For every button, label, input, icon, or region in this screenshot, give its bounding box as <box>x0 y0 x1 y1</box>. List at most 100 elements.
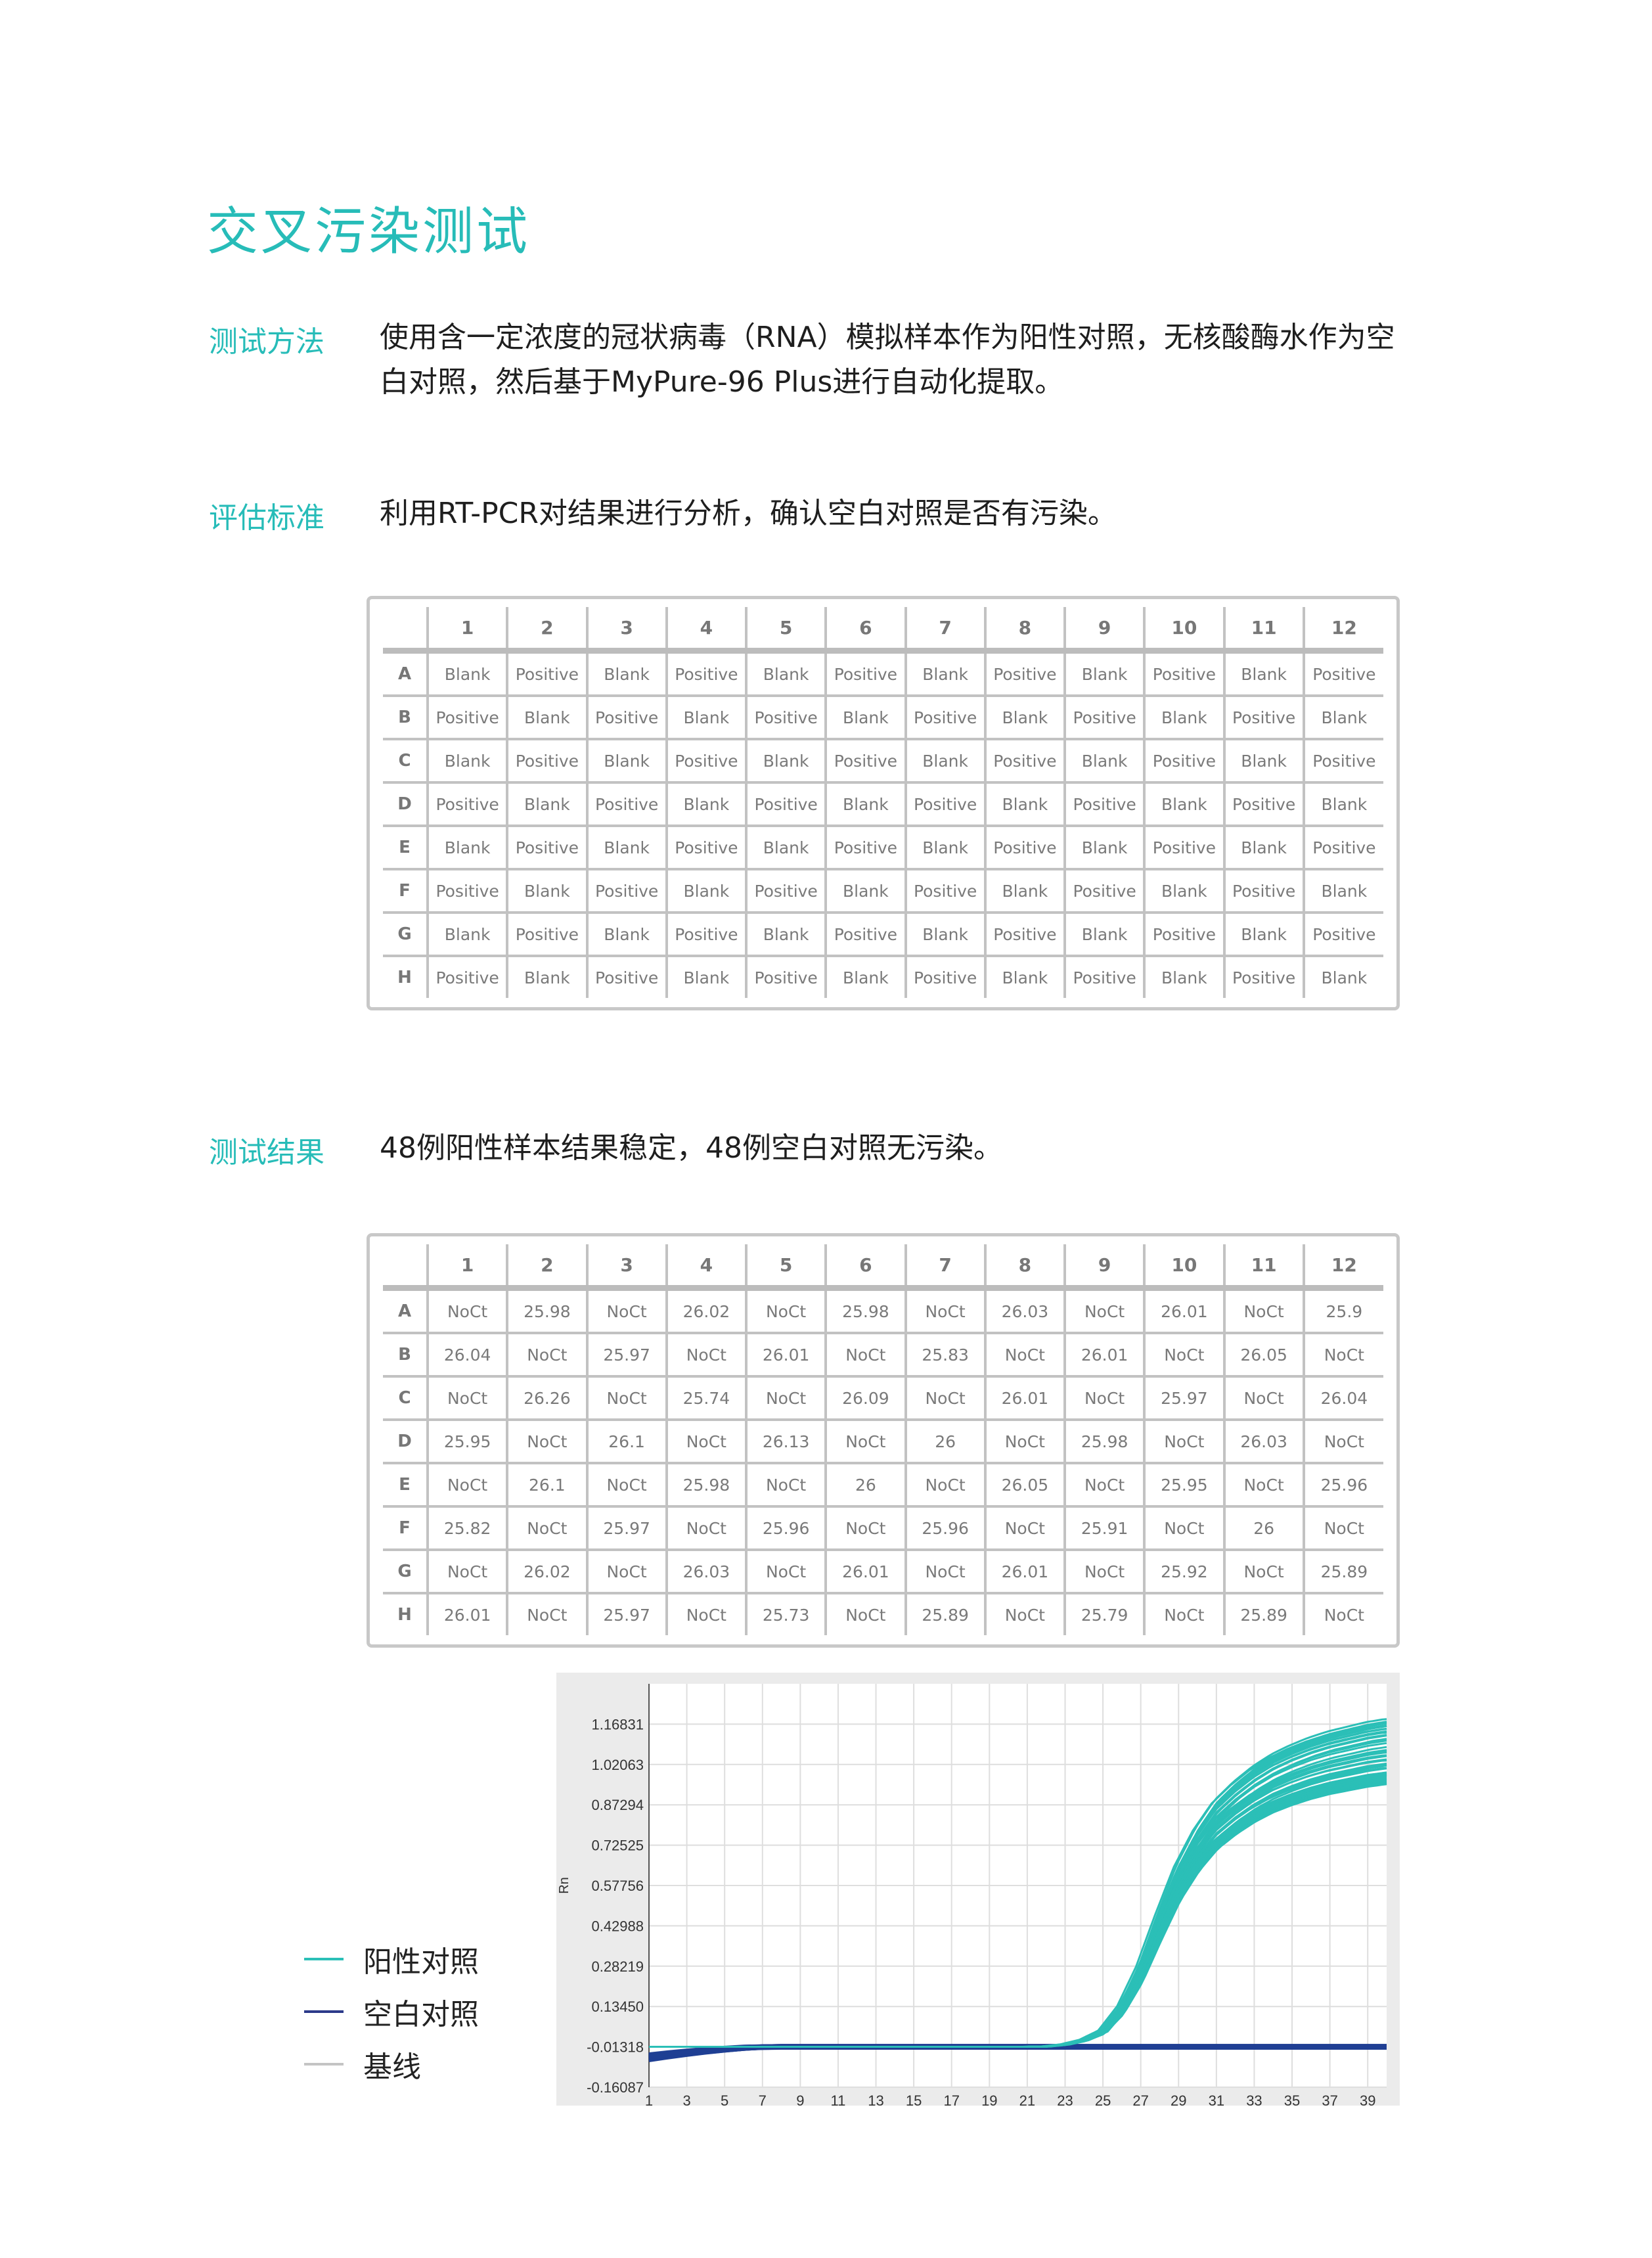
well-cell: Blank <box>824 694 907 740</box>
legend-baseline-label: 基线 <box>363 2050 421 2084</box>
well-cell: NoCt <box>904 1375 987 1421</box>
well-cell: NoCt <box>1222 1286 1305 1334</box>
y-tick-label: 0.13450 <box>591 1998 644 2015</box>
column-header: 9 <box>1063 607 1146 654</box>
well-cell: Blank <box>824 868 907 914</box>
row-label: H <box>383 955 429 998</box>
well-cell: Positive <box>665 649 748 697</box>
well-cell: 26 <box>824 1462 907 1508</box>
well-cell: NoCt <box>1302 1592 1383 1635</box>
well-cell: 26.03 <box>1222 1418 1305 1464</box>
well-cell: NoCt <box>665 1418 748 1464</box>
well-cell: 25.96 <box>744 1505 828 1551</box>
well-cell: Positive <box>1222 868 1305 914</box>
legend-positive: 阳性对照 <box>304 1938 479 1980</box>
well-cell: Positive <box>1222 955 1305 998</box>
amplification-plot: 1 3 5 7 9 11 13 15 17 19 21 23 25 27 29 31 33 35 37 391.168… <box>557 1684 1387 2109</box>
well-cell: NoCt <box>426 1548 509 1594</box>
method-text: 使用含一定浓度的冠状病毒（RNA）模拟样本作为阳性对照，无核酸酶水作为空 白对照… <box>380 315 1509 405</box>
well-cell: 26.03 <box>983 1286 1067 1334</box>
well-cell: Positive <box>744 694 828 740</box>
x-tick-label: 27 <box>1132 2092 1148 2106</box>
well-cell: 25.96 <box>904 1505 987 1551</box>
criteria-label: 评估标准 <box>209 501 324 535</box>
x-tick-label: 31 <box>1209 2092 1224 2106</box>
well-cell: Blank <box>744 824 828 870</box>
well-cell: NoCt <box>744 1286 828 1334</box>
well-cell: Blank <box>665 694 748 740</box>
well-cell: Blank <box>665 868 748 914</box>
column-header: 3 <box>585 1244 668 1291</box>
column-header: 4 <box>665 607 748 654</box>
well-cell: Blank <box>1143 694 1226 740</box>
well-cell: 25.83 <box>904 1332 987 1378</box>
well-cell: Blank <box>1302 868 1383 914</box>
well-cell: NoCt <box>1063 1462 1146 1508</box>
column-header: 2 <box>506 607 589 654</box>
result-label: 测试结果 <box>209 1136 324 1169</box>
well-cell: 25.97 <box>585 1505 668 1551</box>
well-cell: Blank <box>983 694 1067 740</box>
method-label: 测试方法 <box>209 325 324 359</box>
y-tick-label: 0.87294 <box>591 1797 644 1813</box>
column-header: 9 <box>1063 1244 1146 1291</box>
well-cell: Blank <box>1143 781 1226 827</box>
well-cell: NoCt <box>665 1332 748 1378</box>
row-label: F <box>383 868 429 914</box>
well-cell: Blank <box>665 955 748 998</box>
well-cell: NoCt <box>983 1505 1067 1551</box>
well-cell: Positive <box>983 738 1067 784</box>
well-cell: 26 <box>904 1418 987 1464</box>
column-header: 6 <box>824 1244 907 1291</box>
well-cell: Positive <box>824 738 907 784</box>
table-row: B Positive Blank Positive Blank Positive Blank… <box>383 694 1383 740</box>
column-header: 1 <box>426 1244 509 1291</box>
well-cell: Blank <box>506 868 589 914</box>
well-cell: Positive <box>426 868 509 914</box>
result-text: 48例阳性样本结果稳定，48例空白对照无污染。 <box>380 1131 1002 1165</box>
well-cell: 26.04 <box>1302 1375 1383 1421</box>
x-tick-label: 3 <box>682 2092 690 2106</box>
positive-curve <box>649 1718 1387 2048</box>
well-cell: 26.05 <box>983 1462 1067 1508</box>
well-cell: Positive <box>1063 781 1146 827</box>
well-cell: Blank <box>744 738 828 784</box>
well-cell: NoCt <box>824 1332 907 1378</box>
well-cell: 26 <box>1222 1505 1305 1551</box>
row-label: A <box>383 1286 429 1334</box>
column-header: 5 <box>744 607 828 654</box>
x-tick-label: 33 <box>1246 2092 1262 2106</box>
well-cell: 26.01 <box>1063 1332 1146 1378</box>
column-header: 6 <box>824 607 907 654</box>
well-cell: Positive <box>506 738 589 784</box>
well-cell: Blank <box>426 824 509 870</box>
well-cell: 25.97 <box>1143 1375 1226 1421</box>
well-cell: NoCt <box>1302 1418 1383 1464</box>
well-cell: Blank <box>585 649 668 697</box>
well-cell: Positive <box>824 649 907 697</box>
y-tick-label: 0.72525 <box>591 1838 644 1854</box>
well-cell: NoCt <box>1143 1592 1226 1635</box>
well-cell: 25.95 <box>1143 1462 1226 1508</box>
well-cell: Positive <box>585 955 668 998</box>
well-cell: Blank <box>585 824 668 870</box>
well-cell: NoCt <box>665 1505 748 1551</box>
well-cell: 25.92 <box>1143 1548 1226 1594</box>
well-cell: NoCt <box>665 1592 748 1635</box>
well-cell: Blank <box>1063 738 1146 784</box>
well-cell: Blank <box>506 955 589 998</box>
well-cell: Positive <box>665 738 748 784</box>
well-cell: NoCt <box>1143 1418 1226 1464</box>
y-tick-label: 0.42988 <box>591 1918 644 1934</box>
well-cell: 25.95 <box>426 1418 509 1464</box>
well-cell: Blank <box>1063 649 1146 697</box>
well-cell: Positive <box>585 694 668 740</box>
row-label: G <box>383 911 429 957</box>
column-header: 8 <box>983 1244 1067 1291</box>
well-cell: Blank <box>983 955 1067 998</box>
amplification-chart: 1 3 5 7 9 11 13 15 17 19 21 23 25 27 29 31 33 35 37 39 1.168… <box>556 1673 1400 2109</box>
table-row: F 25.82 NoCt 25.97 NoCt 25.96 NoCt 25.96 NoCt 25.… <box>383 1505 1383 1551</box>
x-tick-label: 17 <box>943 2092 959 2106</box>
column-header: 2 <box>506 1244 589 1291</box>
well-cell: Positive <box>1302 824 1383 870</box>
